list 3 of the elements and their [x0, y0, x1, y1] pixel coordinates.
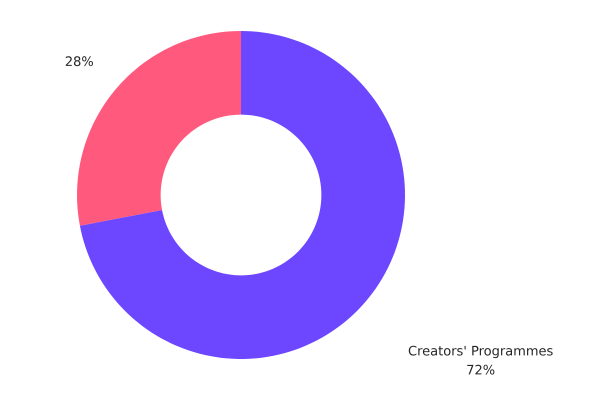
data-label: 72% — [467, 364, 494, 375]
data-label: 28% — [66, 56, 93, 66]
slice-label: Creators' Programmes — [408, 346, 553, 358]
